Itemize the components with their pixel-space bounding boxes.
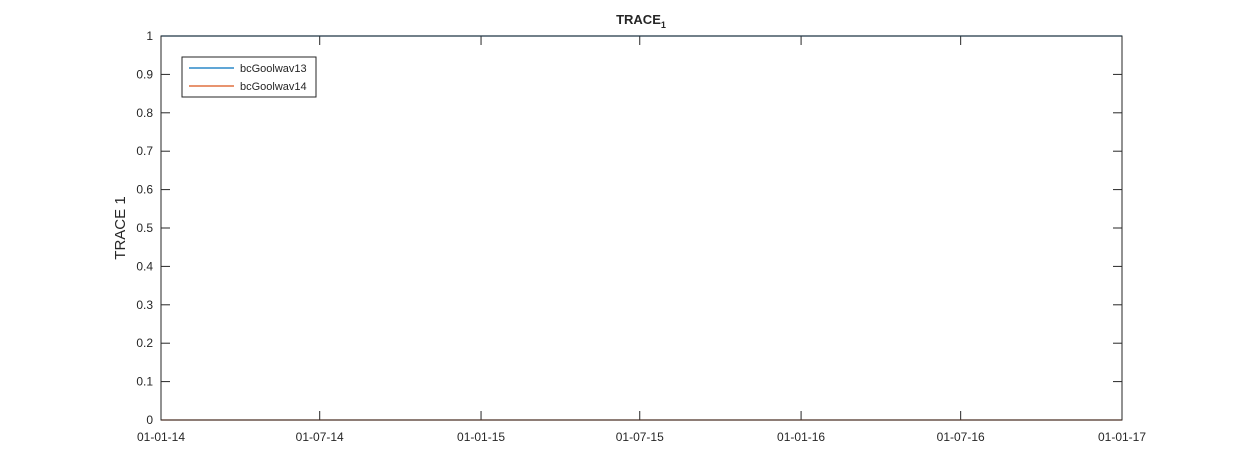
- y-tick-label: 0.1: [136, 375, 153, 389]
- legend-label: bcGoolwav13: [240, 63, 307, 75]
- chart-title-text: TRACE: [616, 12, 661, 27]
- x-tick-label: 01-07-16: [937, 430, 985, 444]
- chart-title-subscript: 1: [661, 20, 666, 30]
- plot-area: [161, 36, 1122, 420]
- y-tick-label: 1: [146, 29, 153, 43]
- x-tick-label: 01-01-15: [457, 430, 505, 444]
- y-tick-label: 0.7: [136, 144, 153, 158]
- chart-title: TRACE1: [616, 12, 666, 30]
- y-tick-label: 0: [146, 413, 153, 427]
- legend-box: [181, 56, 317, 98]
- y-tick-label: 0.6: [136, 183, 153, 197]
- x-tick-label: 01-01-17: [1098, 430, 1146, 444]
- x-tick-label: 01-01-16: [777, 430, 825, 444]
- y-axis: 0 0.1 0.2 0.3 0.4 0.5 0.6 0.7 0.8 0.9 1: [136, 29, 1122, 427]
- y-tick-label: 0.5: [136, 221, 153, 235]
- y-tick-label: 0.8: [136, 106, 153, 120]
- y-axis-label: TRACE 1: [112, 196, 129, 259]
- x-axis: 01-01-14 01-07-14 01-01-15 01-07-15 01-01-16…: [137, 36, 1146, 444]
- y-tick-label: 0.3: [136, 298, 153, 312]
- plot-frame: [160, 35, 1123, 421]
- y-tick-label: 0.4: [136, 259, 153, 273]
- x-tick-label: 01-07-14: [296, 430, 344, 444]
- x-tick-label: 01-01-14: [137, 430, 185, 444]
- legend-label: bcGoolwav14: [240, 81, 307, 93]
- y-tick-label: 0.9: [136, 67, 153, 81]
- x-tick-label: 01-07-15: [616, 430, 664, 444]
- legend: bcGoolwav13 bcGoolwav14: [181, 56, 317, 98]
- y-tick-label: 0.2: [136, 336, 153, 350]
